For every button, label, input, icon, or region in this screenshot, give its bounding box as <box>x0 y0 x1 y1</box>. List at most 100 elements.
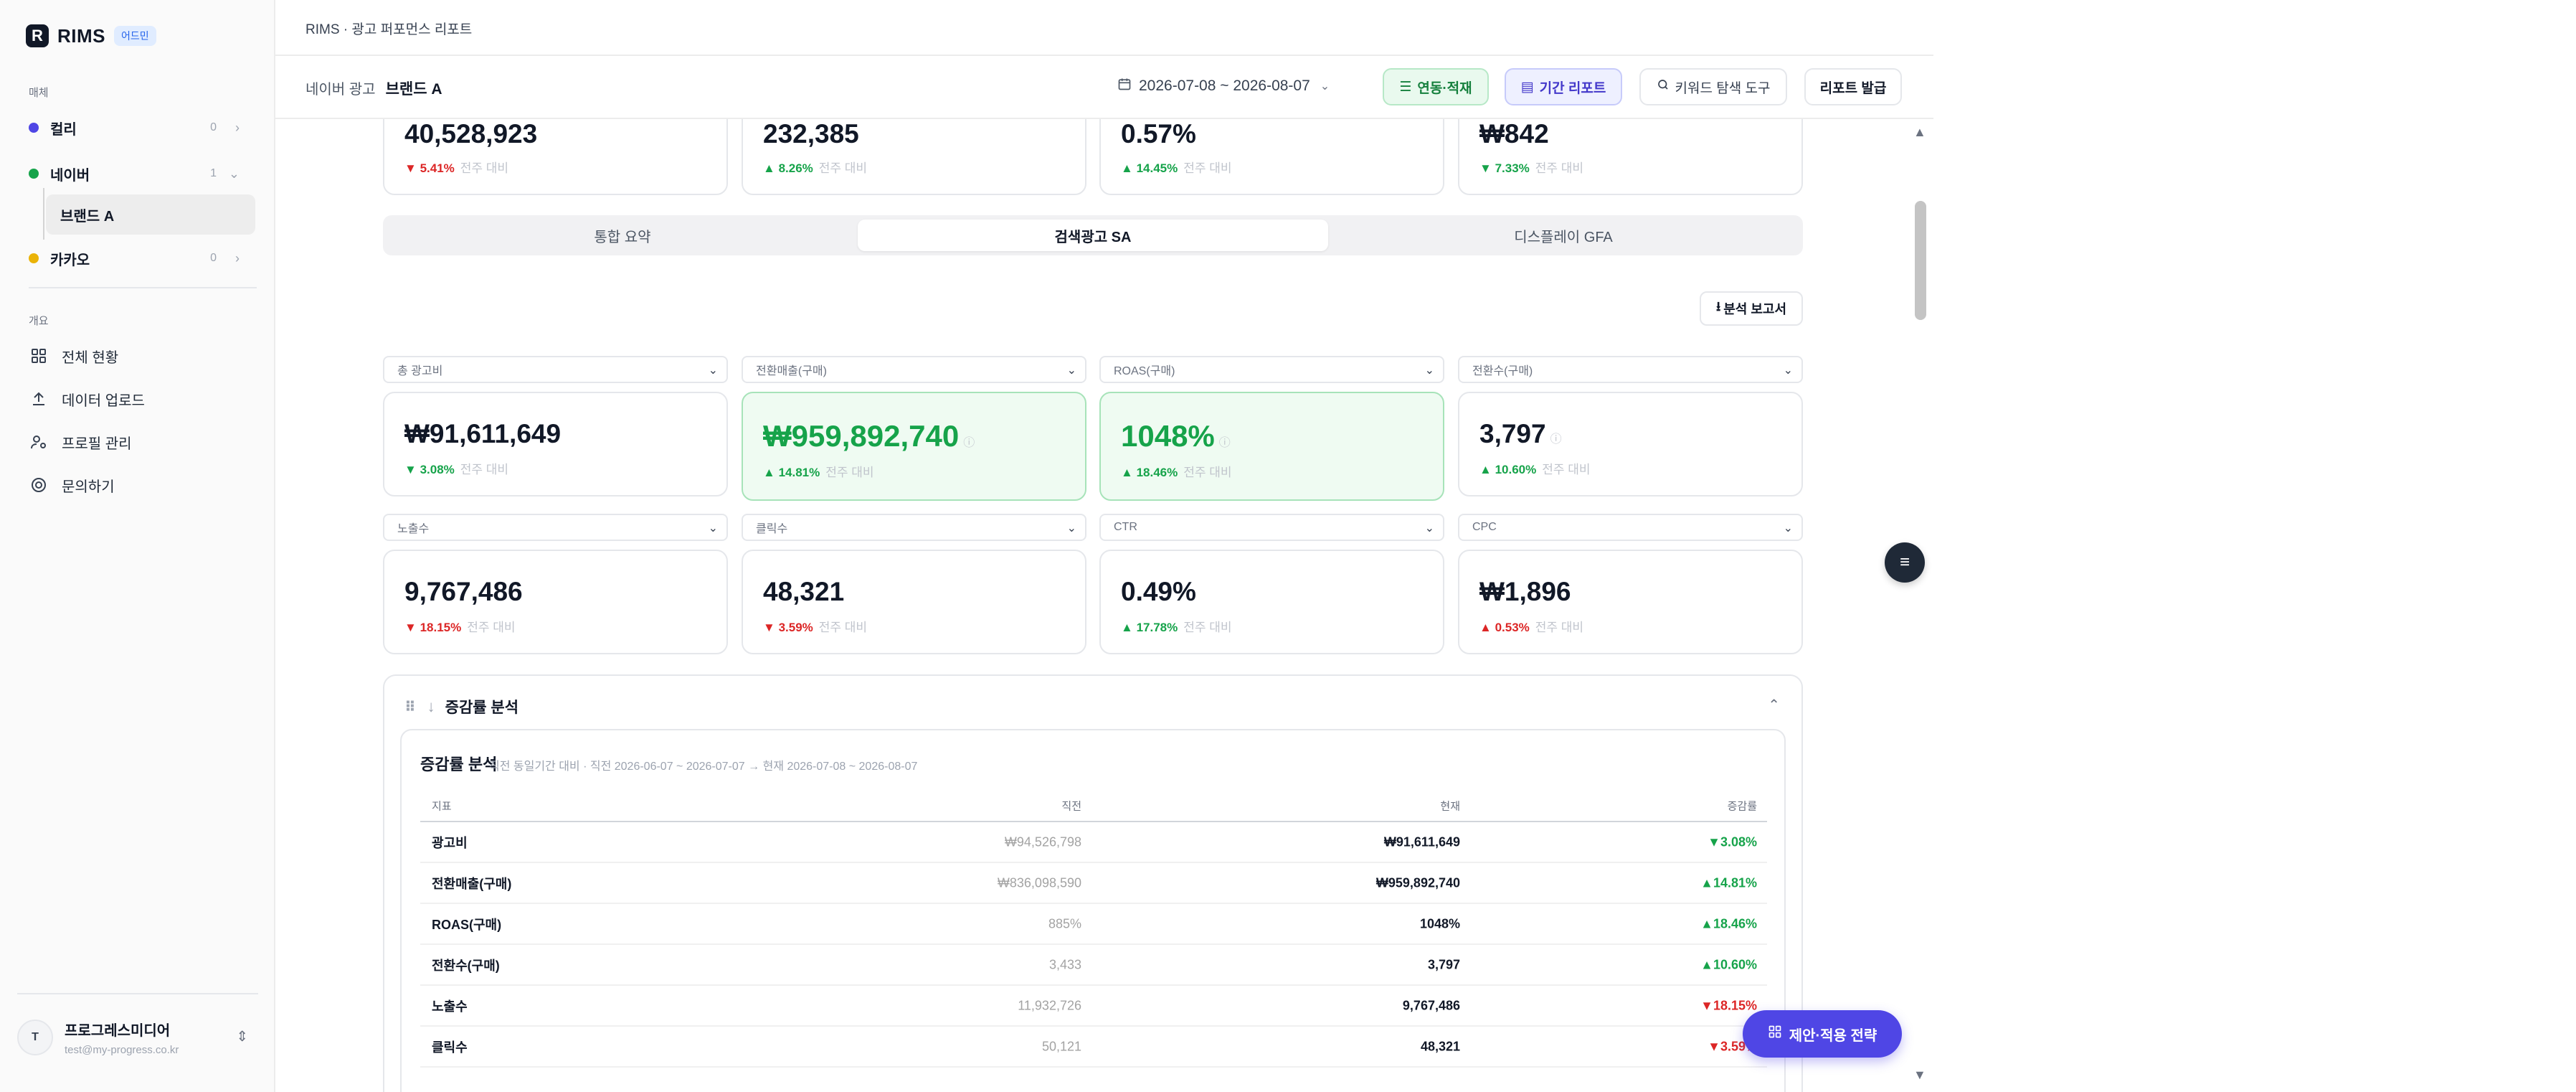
header-divider <box>275 55 1933 56</box>
chevron-down-icon: ⌄ <box>1783 364 1793 377</box>
metric-change-value: 3.08% <box>420 463 455 476</box>
metric-change: ▼ 5.41% 전주 대비 <box>404 161 509 175</box>
tab-integrated-summary[interactable]: 통합 요약 <box>594 229 651 245</box>
tab-display-gfa[interactable]: 디스플레이 GFA <box>1514 229 1613 245</box>
media-count: 0 <box>210 121 217 133</box>
metric-value: 40,528,923 <box>404 119 538 149</box>
logo[interactable]: R RIMS 어드민 <box>26 24 156 47</box>
media-section-label: 매체 <box>29 87 49 99</box>
cell-metric: ROAS(구매) <box>432 917 502 932</box>
metric-select[interactable]: CTR ⌄ <box>1099 514 1444 541</box>
sidebar-item-naver[interactable]: 네이버 1 ⌄ <box>29 159 244 188</box>
tree-line <box>43 188 44 240</box>
sidebar: R RIMS 어드민 매체 컬리 0 › 네이버 1 ⌄ 브랜드 A 카카오 0… <box>0 0 275 1092</box>
strategy-button-label: 제안·적용 전략 <box>1789 1027 1877 1044</box>
metric-card-highlighted: ₩959,892,740 ⓘ ▲ 14.81% 전주 대비 <box>742 392 1086 501</box>
metric-select[interactable]: CPC ⌄ <box>1458 514 1803 541</box>
growth-table-subtitle: 직전 동일기간 대비 · 직전 2026-06-07 ~ 2026-07-07 … <box>489 761 918 773</box>
tab-search-ads[interactable]: 검색광고 SA <box>858 220 1328 251</box>
cell-previous: 11,932,726 <box>1018 998 1081 1012</box>
sidebar-item-data-upload[interactable]: 데이터 업로드 <box>29 385 145 413</box>
chevron-down-icon: ⌄ <box>1066 364 1076 377</box>
metric-select[interactable]: 총 광고비 ⌄ <box>383 356 728 383</box>
metric-change-value: 8.26% <box>778 161 813 175</box>
media-count: 0 <box>210 252 217 264</box>
metric-change-value: 18.46% <box>1136 466 1178 479</box>
period-report-button[interactable]: ▤ 기간 리포트 <box>1505 68 1622 105</box>
metric-change-value: 17.78% <box>1136 621 1178 634</box>
metric-change-label: 전주 대비 <box>460 161 509 175</box>
chevron-up-icon[interactable]: ⌃ <box>1768 697 1780 713</box>
breadcrumb: RIMS · 광고 퍼포먼스 리포트 <box>306 22 473 37</box>
cell-previous: ₩836,098,590 <box>997 875 1081 890</box>
metric-value: ₩842 <box>1479 119 1549 149</box>
metric-select[interactable]: 전환수(구매) ⌄ <box>1458 356 1803 383</box>
metric-select[interactable]: ROAS(구매) ⌄ <box>1099 356 1444 383</box>
date-range-picker[interactable]: 2026-07-08 ~ 2026-08-07 ⌄ <box>1117 72 1330 100</box>
kakao-dot-icon <box>29 253 39 263</box>
keyword-tool-button[interactable]: 키워드 탐색 도구 <box>1639 68 1787 105</box>
metric-value: ₩91,611,649 <box>404 419 562 448</box>
table-row: 전환수(구매) 3,433 3,797 ▲10.60% <box>420 945 1767 986</box>
metric-select-value: ROAS(구매) <box>1114 365 1175 377</box>
metric-select[interactable]: 전환매출(구매) ⌄ <box>742 356 1086 383</box>
sidebar-item-label: 컬리 <box>50 121 77 138</box>
header-divider <box>275 118 1933 119</box>
chevron-right-icon: › <box>235 250 240 265</box>
metric-value: 0.49% <box>1121 577 1196 606</box>
analysis-report-button[interactable]: ⭳ 분석 보고서 <box>1700 291 1803 326</box>
avatar: T <box>17 1020 53 1055</box>
account-name: 프로그레스미디어 <box>65 1023 171 1039</box>
info-icon[interactable]: ⓘ <box>1218 437 1231 449</box>
arrow-down-icon: ↓ <box>427 697 435 715</box>
metric-select-value: CTR <box>1114 521 1137 533</box>
column-header-rate: 증감률 <box>1727 800 1757 813</box>
metric-change: ▲ 10.60% 전주 대비 <box>1479 463 1591 476</box>
info-icon[interactable]: ⓘ <box>1550 433 1562 446</box>
metric-value: 3,797 ⓘ <box>1479 419 1562 449</box>
growth-section-header: ⠿ ↓ 증감률 분석 <box>404 696 518 717</box>
metric-card: 9,767,486 ▼ 18.15% 전주 대비 <box>383 550 728 654</box>
integration-button[interactable]: ☰ 연동·적재 <box>1383 68 1489 105</box>
chevron-up-down-icon: ⇕ <box>236 1029 248 1045</box>
sidebar-item-profile[interactable]: 프로필 관리 <box>29 428 132 456</box>
sidebar-item-brand-a[interactable]: 브랜드 A <box>46 194 255 235</box>
scroll-up-arrow-icon[interactable]: ▲ <box>1913 125 1926 139</box>
metric-select[interactable]: 클릭수 ⌄ <box>742 514 1086 541</box>
cell-metric: 광고비 <box>432 835 468 850</box>
sidebar-item-support[interactable]: 문의하기 <box>29 471 115 499</box>
account-switcher[interactable]: T 프로그레스미디어 test@my-progress.co.kr ⇕ <box>17 1003 258 1072</box>
info-icon[interactable]: ⓘ <box>963 437 975 449</box>
date-range-value: 2026-07-08 ~ 2026-08-07 <box>1139 77 1310 94</box>
metric-change-value: 7.33% <box>1495 161 1530 175</box>
drag-handle-icon[interactable]: ⠿ <box>404 699 416 715</box>
cell-previous: 885% <box>1048 916 1081 931</box>
table-header: 지표 직전 현재 증감률 <box>420 791 1767 822</box>
table-row: ROAS(구매) 885% 1048% ▲18.46% <box>420 904 1767 945</box>
growth-section-title: 증감률 분석 <box>445 700 519 716</box>
cell-rate-value: 14.81% <box>1713 875 1757 890</box>
floating-menu-button[interactable]: ≡ <box>1885 542 1925 583</box>
scroll-down-arrow-icon[interactable]: ▼ <box>1913 1068 1926 1082</box>
sidebar-item-kakao[interactable]: 카카오 0 › <box>29 244 244 273</box>
sidebar-item-overview[interactable]: 전체 현황 <box>29 342 118 370</box>
cell-rate: ▼3.08% <box>1708 834 1757 849</box>
cell-rate: ▲18.46% <box>1700 916 1757 931</box>
issue-report-button[interactable]: 리포트 발급 <box>1804 68 1902 105</box>
metric-change: ▲ 17.78% 전주 대비 <box>1121 621 1232 634</box>
cell-rate: ▼18.15% <box>1700 998 1757 1012</box>
strategy-button[interactable]: 제안·적용 전략 <box>1743 1010 1902 1058</box>
cell-rate-value: 3.08% <box>1720 834 1757 849</box>
metric-change-label: 전주 대비 <box>1183 621 1232 634</box>
cell-metric: 전환수(구매) <box>432 958 500 973</box>
metric-value: ₩1,896 <box>1479 577 1571 606</box>
sidebar-item-kurly[interactable]: 컬리 0 › <box>29 113 244 142</box>
chevron-down-icon: ⌄ <box>1066 522 1076 535</box>
table-row: 광고비 ₩94,526,798 ₩91,611,649 ▼3.08% <box>420 822 1767 863</box>
metric-change: ▲ 8.26% 전주 대비 <box>763 161 868 175</box>
metric-select[interactable]: 노출수 ⌄ <box>383 514 728 541</box>
cell-rate: ▲10.60% <box>1700 957 1757 971</box>
page-title-brand: 브랜드 A <box>385 81 442 98</box>
metric-select-value: CPC <box>1472 521 1497 533</box>
scrollbar-thumb[interactable] <box>1915 201 1926 320</box>
